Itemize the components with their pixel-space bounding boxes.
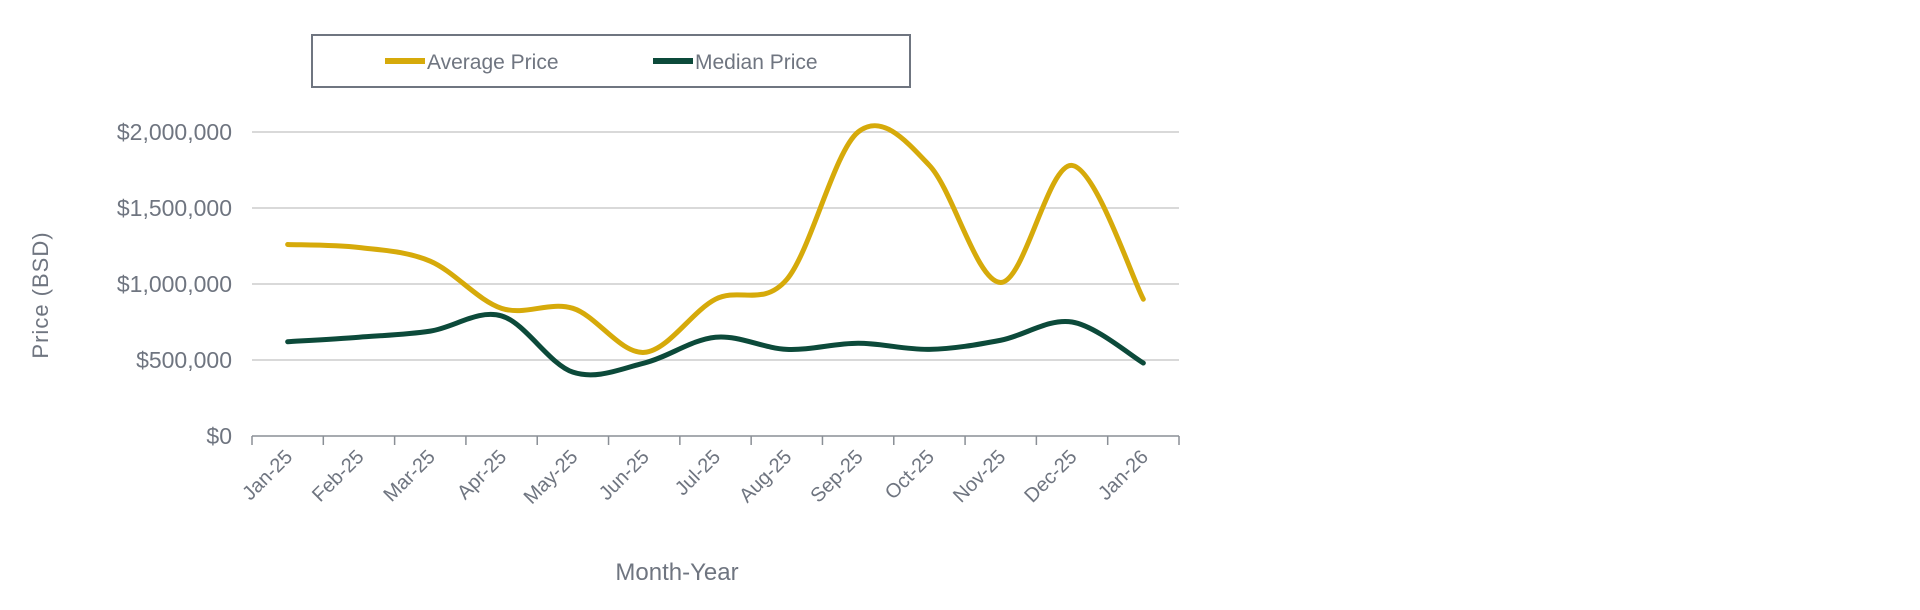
legend: Average Price Median Price [312,35,910,87]
x-tick-label: Jun-25 [595,446,654,505]
y-tick-label: $1,500,000 [117,195,232,221]
x-tick-label: Dec-25 [1020,446,1081,507]
x-tick-label: May-25 [520,446,583,509]
y-tick-label: $2,000,000 [117,119,232,145]
legend-label-median: Median Price [695,51,818,74]
y-tick-label: $1,000,000 [117,271,232,297]
x-axis-title: Month-Year [615,559,738,586]
x-tick-label: Nov-25 [949,446,1010,507]
series-line-average-price [288,126,1144,353]
x-tick-label: Mar-25 [379,446,439,506]
x-tick-label: Apr-25 [453,446,511,504]
legend-label-average: Average Price [427,51,559,74]
x-tick-label: Jul-25 [671,446,725,500]
x-tick-label: Oct-25 [881,446,939,504]
x-tick-label: Feb-25 [308,446,368,506]
y-axis-title: Price (BSD) [28,231,53,358]
x-tick-label: Aug-25 [735,446,796,507]
y-tick-label: $0 [206,423,232,449]
y-tick-label: $500,000 [136,347,232,373]
x-tick-label: Jan-26 [1094,446,1153,505]
x-tick-label: Sep-25 [806,446,867,507]
x-tick-label: Jan-25 [238,446,297,505]
series-line-median-price [288,314,1144,374]
